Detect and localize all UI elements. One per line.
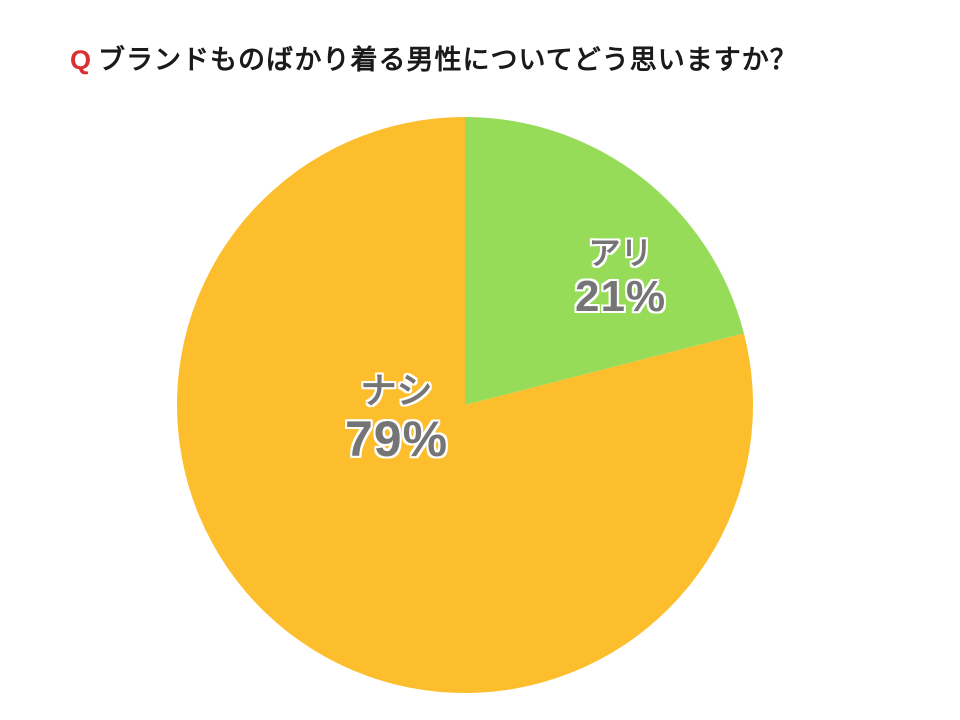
question-mark: Q (70, 45, 92, 75)
slice-label: ナシ79% (345, 370, 448, 469)
question-text: ブランドものばかり着る男性についてどう思いますか？ (98, 45, 798, 75)
pie-chart: アリ21% ナシ79% (175, 115, 755, 695)
slice-name: アリ (575, 235, 666, 272)
slice-name: ナシ (345, 370, 448, 411)
slice-label: アリ21% (575, 235, 666, 322)
question-title: Qブランドものばかり着る男性についてどう思いますか？ (70, 38, 798, 77)
slice-percent: 21% (575, 272, 666, 323)
slice-percent: 79% (345, 411, 448, 469)
pie-svg (175, 115, 755, 695)
